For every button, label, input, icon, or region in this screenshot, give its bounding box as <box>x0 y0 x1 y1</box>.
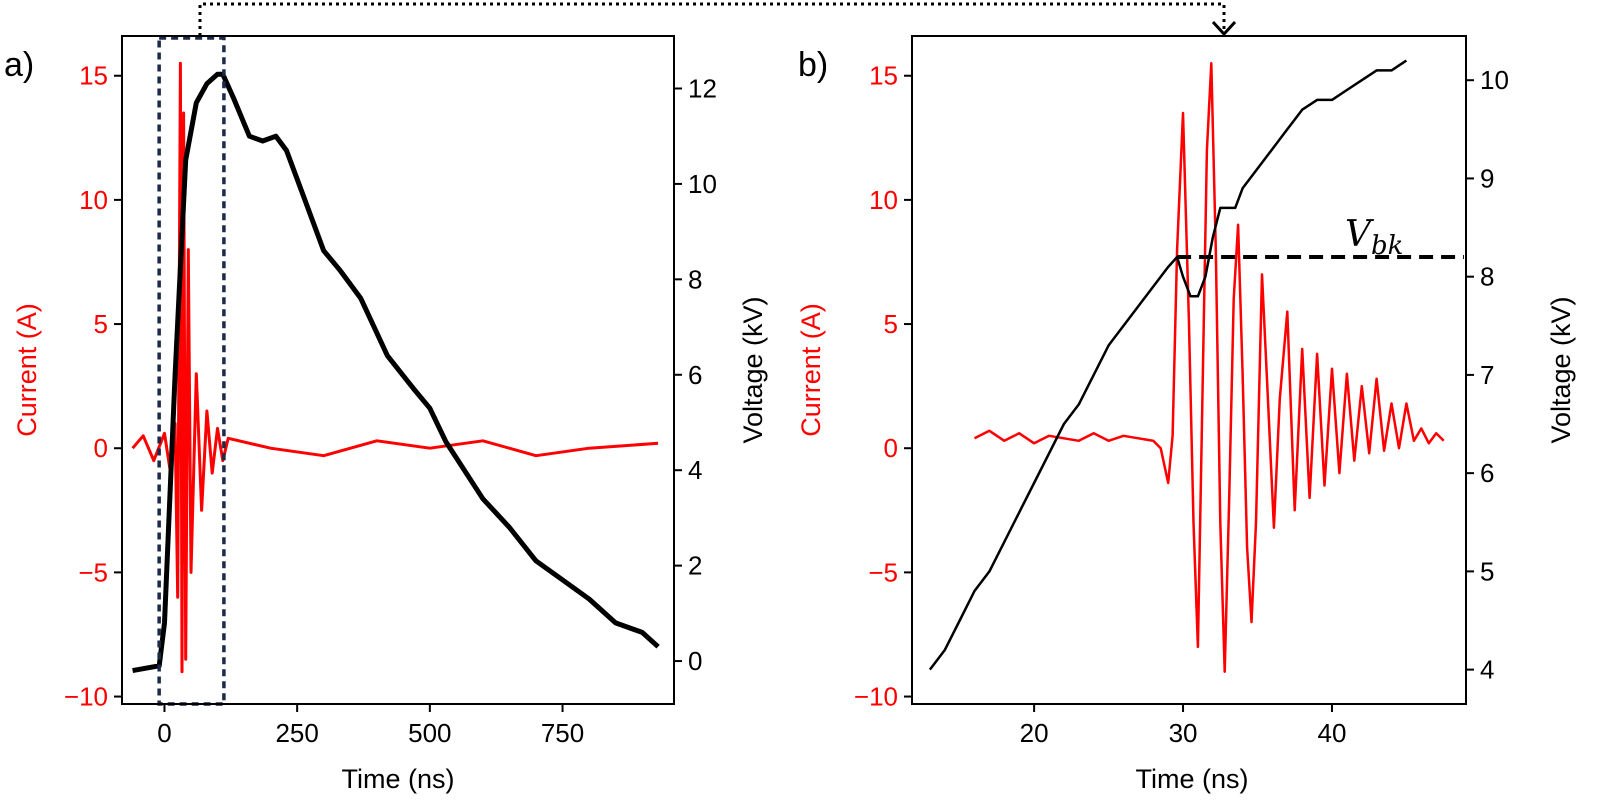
panel-a-right-tick-label: 6 <box>688 360 702 390</box>
panel-b-left-tick-label: 0 <box>884 433 898 463</box>
panel-a-zoom-region-box <box>157 36 226 706</box>
panel-a-x-tick-label: 500 <box>408 718 451 748</box>
panel-a-left-tick-label: 5 <box>94 309 108 339</box>
panel-b-left-tick-label: −5 <box>868 557 898 587</box>
panel-a-left-tick-label: 10 <box>79 185 108 215</box>
panel-a-left-tick-label: −5 <box>78 557 108 587</box>
panel-a-right-tick-label: 4 <box>688 455 702 485</box>
panel-b-x-axis-title: Time (ns) <box>1136 764 1249 794</box>
panel-a-left-tick-label: 0 <box>94 433 108 463</box>
panel-b-voltage-series <box>928 59 1408 671</box>
panel-b-current-series <box>973 62 1445 673</box>
panel-b-right-tick-label: 4 <box>1480 655 1494 685</box>
panel-a-left-tick-label: 15 <box>79 61 108 91</box>
panel-b-label: b) <box>798 46 828 84</box>
panel-b-right-axis-title: Voltage (kV) <box>1546 296 1576 443</box>
zoom-connector-arrow <box>198 2 1237 37</box>
panel-a-voltage-series <box>132 71 660 674</box>
panel-a-x-tick-label: 250 <box>275 718 318 748</box>
panel-b-x-tick-label: 30 <box>1169 718 1198 748</box>
panel-a-label: a) <box>4 46 34 84</box>
panel-b-right-tick-label: 8 <box>1480 262 1494 292</box>
panel-b-left-tick-label: 5 <box>884 309 898 339</box>
panel-a: a) 0 250 500 750 −10 −5 0 5 10 15 0 2 4 6 8 10 12 Time (… <box>4 35 768 794</box>
panel-b-right-tick-label: 10 <box>1480 65 1509 95</box>
panel-b-vbk-label: Vbk <box>1345 214 1403 261</box>
panel-b-right-tick-label: 7 <box>1480 360 1494 390</box>
panel-a-left-axis-title: Current (A) <box>12 303 42 437</box>
panel-b: b) 20 30 40 −10 −5 0 5 10 15 4 5 6 7 8 9 10 Vbk Time (ns… <box>796 35 1576 794</box>
panel-a-right-tick-label: 12 <box>688 73 717 103</box>
panel-b-x-tick-label: 20 <box>1020 718 1049 748</box>
panel-a-x-tick-label: 750 <box>541 718 584 748</box>
panel-a-x-tick-label: 0 <box>157 718 171 748</box>
panel-b-right-tick-label: 6 <box>1480 458 1494 488</box>
panel-b-right-tick-label: 5 <box>1480 556 1494 586</box>
panel-a-right-tick-label: 10 <box>688 169 717 199</box>
panel-a-right-tick-label: 2 <box>688 551 702 581</box>
panel-b-right-tick-label: 9 <box>1480 163 1494 193</box>
panel-a-right-tick-label: 0 <box>688 646 702 676</box>
panel-b-plot-frame <box>911 35 1467 705</box>
panel-a-plot-frame <box>121 35 675 705</box>
panel-b-left-tick-label: −10 <box>854 682 898 712</box>
panel-b-left-tick-label: 15 <box>869 61 898 91</box>
panel-b-left-axis-title: Current (A) <box>796 303 826 437</box>
panel-b-x-tick-label: 40 <box>1318 718 1347 748</box>
panel-a-right-tick-label: 8 <box>688 264 702 294</box>
panel-a-x-axis-title: Time (ns) <box>342 764 455 794</box>
panel-a-right-axis-title: Voltage (kV) <box>738 296 768 443</box>
panel-b-left-tick-label: 10 <box>869 185 898 215</box>
panel-a-left-tick-label: −10 <box>64 682 108 712</box>
